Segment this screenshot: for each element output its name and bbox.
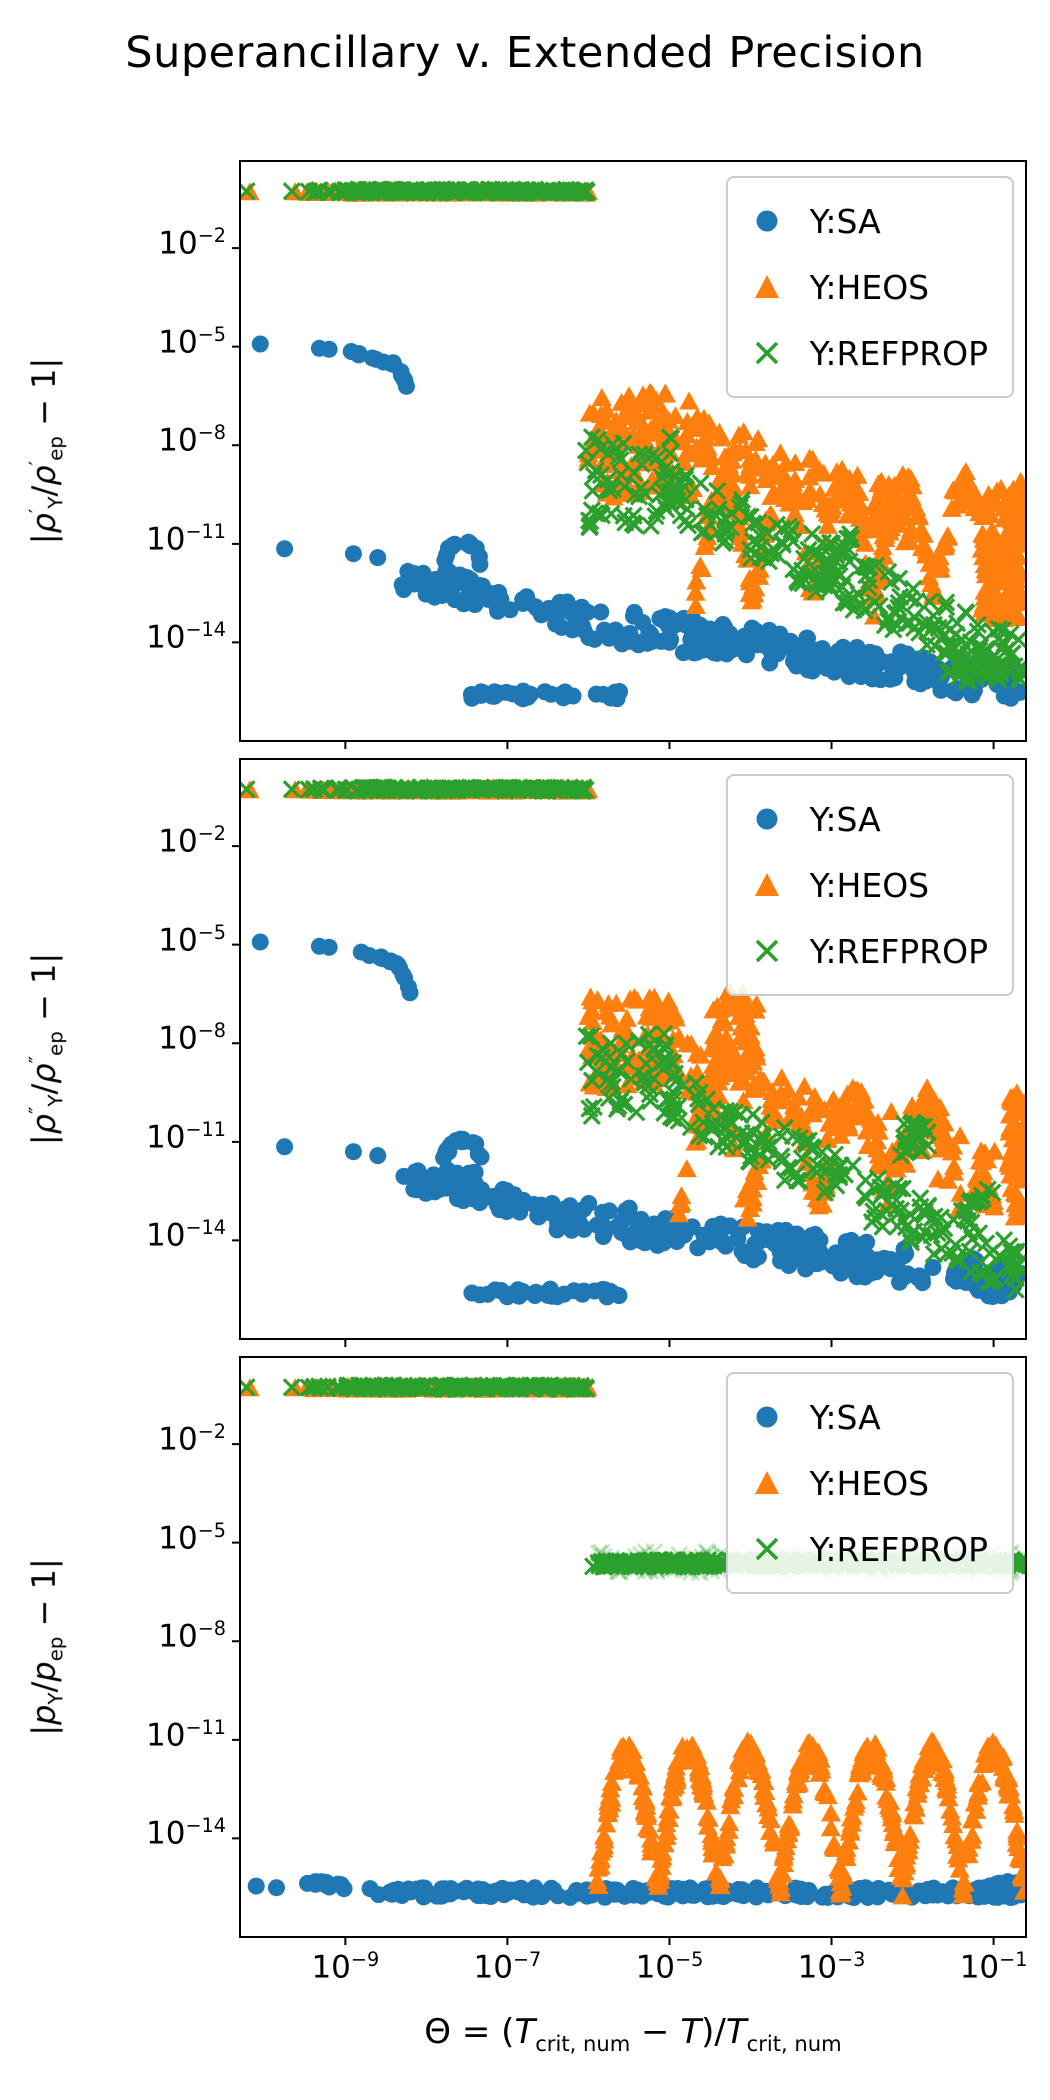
legend-item: Y:HEOS (744, 852, 988, 918)
label-fragment: / (24, 1681, 63, 1693)
y-axis-label: |ρ′Y/ρ′ep − 1| (25, 358, 67, 544)
legend-marker-triangle-icon (744, 867, 790, 903)
y-tick-label: 10−14 (146, 1216, 226, 1254)
legend-item: Y:SA (744, 1384, 988, 1450)
label-fragment: Y (44, 1692, 68, 1705)
label-fragment: crit, num (746, 2030, 842, 2056)
label-fragment: ρ (24, 1063, 63, 1084)
label-fragment: ep (44, 1031, 68, 1056)
label-fragment: crit, num (535, 2030, 631, 2056)
legend-item-label: Y:REFPROP (809, 1529, 988, 1569)
legend-item-label: Y:HEOS (809, 865, 930, 905)
legend-marker-triangle-icon (744, 1465, 790, 1501)
legend-marker-circle-icon (744, 801, 790, 837)
label-fragment: − 1| (24, 1558, 63, 1637)
label-fragment: T (725, 2012, 747, 2052)
y-tick-label: 10−5 (158, 1518, 226, 1556)
legend: Y:SA Y:HEOS Y:REFPROP (725, 1372, 1014, 1594)
legend-item: Y:HEOS (744, 1450, 988, 1516)
legend-item: Y:REFPROP (744, 320, 988, 386)
y-axis-label: |ρ″Y/ρ″ep − 1| (25, 953, 67, 1145)
legend: Y:SA Y:HEOS Y:REFPROP (725, 774, 1014, 996)
legend-marker-circle-icon (744, 1399, 790, 1435)
x-tick-label: 10−9 (311, 1948, 380, 1986)
label-fragment: T (680, 2012, 702, 2052)
legend-item-label: Y:HEOS (809, 267, 930, 307)
y-tick-label: 10−11 (146, 1715, 226, 1754)
legend-item-label: Y:REFPROP (809, 333, 988, 373)
label-fragment: ρ (24, 513, 63, 534)
legend-marker-circle-icon (744, 203, 790, 239)
legend-marker-x-icon (744, 1531, 790, 1567)
y-axis-label: |pY/pep − 1| (25, 1558, 67, 1735)
label-fragment: T (514, 2012, 536, 2052)
label-fragment: | (24, 533, 63, 545)
subplot-pressure: |pY/pep − 1| 10−2 10−5 10−8 10−11 10−14 10−9… (0, 1356, 1050, 1985)
label-fragment: ′ (25, 508, 49, 514)
label-fragment: − (630, 2012, 681, 2052)
y-tick-label: 10−11 (146, 1117, 226, 1156)
legend: Y:SA Y:HEOS Y:REFPROP (725, 176, 1014, 398)
label-fragment: | (24, 1724, 63, 1736)
label-fragment: ′ (25, 460, 49, 466)
legend-item: Y:REFPROP (744, 918, 988, 984)
legend-item-label: Y:SA (809, 799, 881, 839)
label-fragment: p (24, 1661, 63, 1682)
legend-item: Y:HEOS (744, 254, 988, 320)
label-fragment: ρ (24, 465, 63, 486)
label-fragment: Y (44, 496, 68, 509)
legend-marker-x-icon (744, 933, 790, 969)
y-tick-label: 10−5 (158, 920, 226, 958)
legend-item: Y:SA (744, 188, 988, 254)
legend-marker-triangle-icon (744, 269, 790, 305)
figure-title: Superancillary v. Extended Precision (125, 28, 925, 78)
y-tick-label: 10−11 (146, 519, 226, 558)
subplot-saturated-vapor-density: |ρ″Y/ρ″ep − 1| 10−2 10−5 10−8 10−11 10−14 Y:… (0, 758, 1050, 1358)
label-fragment: ″ (25, 1106, 49, 1115)
y-tick-label: 10−5 (158, 322, 226, 360)
y-tick-label: 10−2 (158, 224, 226, 262)
x-tick-label: 10−1 (959, 1948, 1028, 1986)
y-tick-label: 10−8 (158, 1617, 226, 1655)
label-fragment: ep (44, 436, 68, 461)
x-tick-label: 10−7 (473, 1948, 542, 1986)
label-fragment: / (24, 485, 63, 497)
y-tick-label: 10−8 (158, 421, 226, 459)
y-tick-label: 10−2 (158, 1420, 226, 1458)
label-fragment: | (24, 1134, 63, 1146)
y-tick-label: 10−14 (146, 1814, 226, 1852)
x-axis-label: Θ = (Tcrit, num − T)/Tcrit, num (240, 2012, 1026, 2056)
legend-marker-x-icon (744, 335, 790, 371)
legend-item: Y:REFPROP (744, 1516, 988, 1582)
x-tick-label: 10−3 (797, 1948, 866, 1986)
x-tick-label: 10−5 (635, 1948, 704, 1986)
subplot-saturated-liquid-density: |ρ′Y/ρ′ep − 1| 10−2 10−5 10−8 10−11 10−14 Y:… (0, 160, 1050, 760)
label-fragment: ρ (24, 1114, 63, 1135)
y-tick-label: 10−8 (158, 1019, 226, 1057)
legend-item-label: Y:SA (809, 201, 881, 241)
label-fragment: p (24, 1704, 63, 1725)
label-fragment: Θ = ( (424, 2012, 515, 2052)
y-tick-label: 10−14 (146, 618, 226, 656)
label-fragment: Y (44, 1094, 68, 1107)
label-fragment: ″ (25, 1055, 49, 1064)
label-fragment: − 1| (24, 952, 63, 1032)
legend-item-label: Y:REFPROP (809, 931, 988, 971)
y-tick-label: 10−2 (158, 822, 226, 860)
legend-item-label: Y:HEOS (809, 1463, 930, 1503)
label-fragment: − 1| (24, 357, 63, 437)
legend-item-label: Y:SA (809, 1397, 881, 1437)
label-fragment: / (24, 1083, 63, 1095)
legend-item: Y:SA (744, 786, 988, 852)
label-fragment: ep (44, 1636, 68, 1662)
label-fragment: )/ (701, 2012, 726, 2052)
